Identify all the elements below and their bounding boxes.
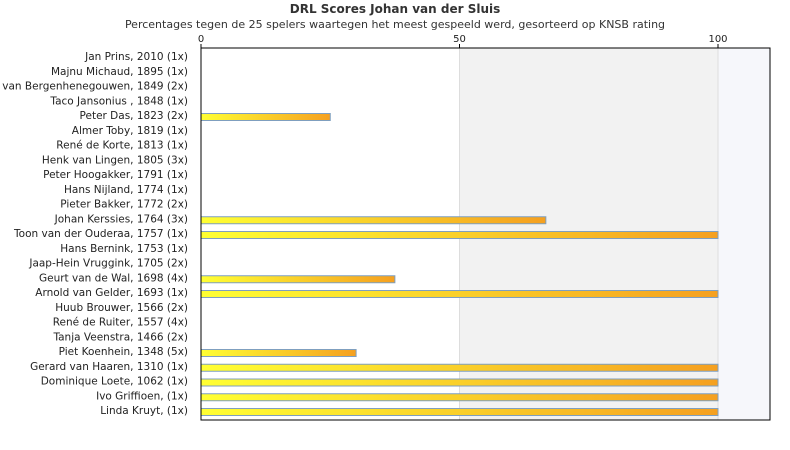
category-label: Jaap-Hein Vruggink, 1705 (2x)	[28, 258, 188, 270]
category-label: Peter Das, 1823 (2x)	[80, 110, 188, 122]
category-label: Peter Hoogakker, 1791 (1x)	[43, 169, 188, 181]
category-label: Jan Prins, 2010 (1x)	[84, 51, 188, 63]
bar	[200, 275, 396, 284]
bar	[200, 349, 357, 357]
bar	[200, 363, 719, 372]
category-label: Taco Jansonius , 1848 (1x)	[49, 95, 188, 107]
category-label: René de Ruiter, 1557 (4x)	[53, 317, 188, 329]
category-label: Johan Kerssies, 1764 (3x)	[54, 213, 188, 225]
chart-subtitle: Percentages tegen de 25 spelers waartege…	[124, 18, 666, 31]
category-label: van Bergenhenegouwen, 1849 (2x)	[2, 81, 188, 93]
category-label: René de Korte, 1813 (1x)	[56, 140, 188, 152]
bar	[200, 216, 547, 225]
x-tick-label: 0	[198, 34, 204, 45]
bar	[200, 231, 719, 239]
category-label: Geurt van de Wal, 1698 (4x)	[39, 272, 188, 284]
bar	[200, 113, 331, 121]
plot-frame	[200, 47, 771, 421]
category-label: Tanja Veenstra, 1466 (2x)	[52, 331, 188, 343]
category-label: Toon van der Ouderaa, 1757 (1x)	[13, 228, 188, 240]
category-label: Ivo Griffioen, (1x)	[96, 390, 188, 402]
category-label: Arnold van Gelder, 1693 (1x)	[35, 287, 188, 299]
category-label: Gerard van Haaren, 1310 (1x)	[30, 361, 188, 373]
bar	[200, 378, 719, 387]
x-tick-label: 50	[453, 34, 466, 45]
category-label: Hans Nijland, 1774 (1x)	[64, 184, 188, 196]
chart-title: DRL Scores Johan van der Sluis	[289, 2, 501, 16]
category-label: Hans Bernink, 1753 (1x)	[60, 243, 188, 255]
band-100-plus	[718, 48, 770, 420]
bar	[200, 408, 719, 416]
category-label: Huub Brouwer, 1566 (2x)	[55, 302, 188, 314]
x-tick-label: 100	[708, 34, 727, 45]
category-label: Linda Kruyt, (1x)	[100, 405, 188, 417]
category-label: Almer Toby, 1819 (1x)	[72, 125, 188, 137]
category-label: Henk van Lingen, 1805 (3x)	[42, 154, 188, 166]
bar	[200, 393, 719, 402]
category-label: Pieter Bakker, 1772 (2x)	[60, 199, 188, 211]
bar	[200, 290, 719, 298]
category-label: Piet Koenhein, 1348 (5x)	[59, 346, 188, 358]
category-label: Majnu Michaud, 1895 (1x)	[51, 66, 188, 78]
category-label: Dominique Loete, 1062 (1x)	[41, 376, 188, 388]
